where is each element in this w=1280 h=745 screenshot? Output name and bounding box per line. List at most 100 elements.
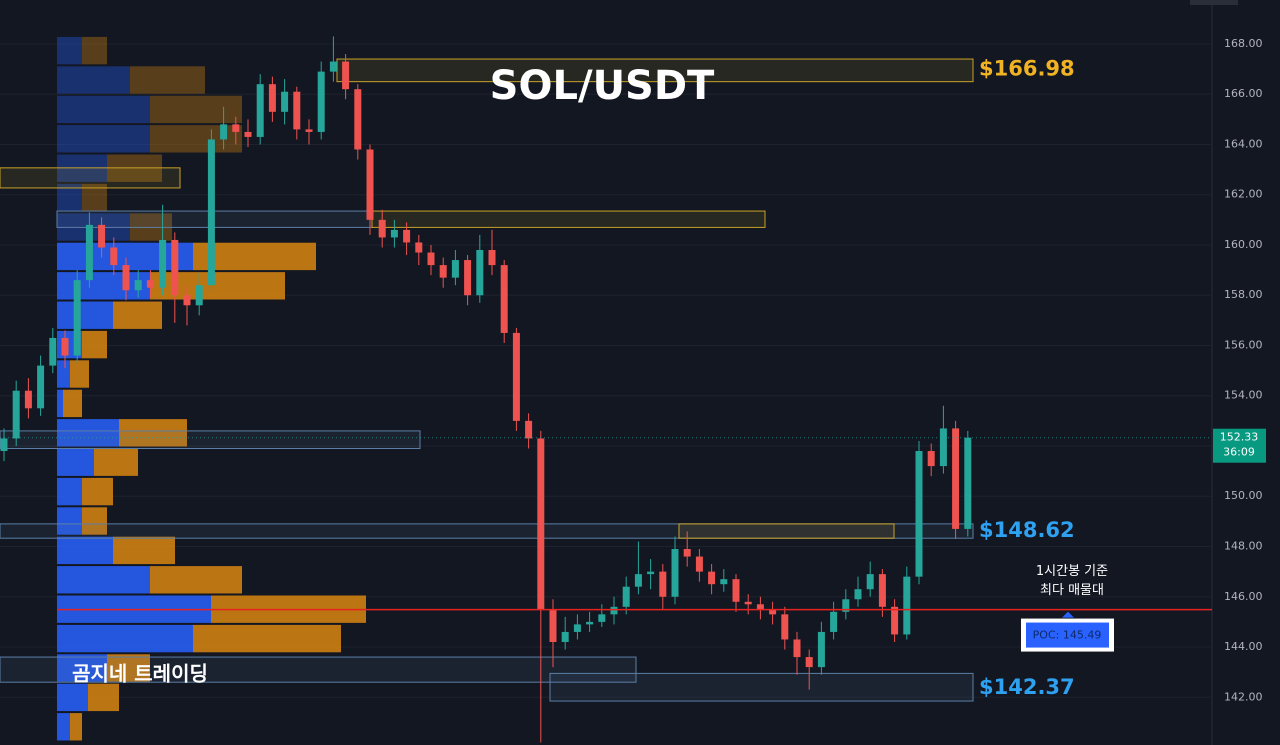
- profile-buy: [57, 683, 88, 712]
- poc-note: 최다 매물대: [1040, 583, 1104, 598]
- y-tick-label: 146.00: [1224, 590, 1263, 603]
- profile-buy: [57, 507, 82, 535]
- zone: [678, 523, 895, 539]
- profile-sell: [82, 330, 107, 359]
- zone: [0, 167, 181, 189]
- countdown-label: 36:09: [1223, 446, 1255, 459]
- candle-body: [305, 129, 313, 132]
- candle-body: [61, 337, 69, 356]
- candle-body: [220, 124, 228, 140]
- candle-body: [476, 250, 484, 296]
- candle-body: [671, 549, 679, 597]
- candle-body: [964, 437, 972, 529]
- zone: [371, 210, 766, 228]
- profile-sell: [82, 477, 113, 506]
- candle-body: [793, 639, 801, 658]
- y-tick-label: 166.00: [1224, 87, 1263, 100]
- level-label: $148.62: [979, 518, 1075, 542]
- profile-buy: [57, 713, 70, 741]
- candle-body: [98, 224, 106, 248]
- profile-sell: [63, 389, 82, 418]
- candle-body: [659, 571, 667, 597]
- candle-body: [854, 589, 862, 600]
- level-label: $166.98: [979, 57, 1075, 81]
- candle-body: [586, 621, 594, 625]
- candle-body: [781, 614, 789, 640]
- candle-body: [939, 428, 947, 467]
- candle-body: [183, 295, 191, 306]
- candle-body: [744, 601, 752, 605]
- candle-body: [378, 219, 386, 238]
- candle-body: [329, 61, 337, 72]
- candle-body: [610, 606, 618, 615]
- candle-body: [708, 571, 716, 585]
- toolbar-button[interactable]: [1190, 0, 1238, 5]
- candle-body: [720, 579, 728, 585]
- candle-body: [12, 390, 20, 439]
- candle-body: [891, 606, 899, 635]
- candle-body: [927, 451, 935, 467]
- profile-sell: [119, 419, 187, 447]
- profile-buy: [57, 654, 107, 682]
- profile-buy: [57, 389, 63, 418]
- profile-sell: [88, 683, 119, 712]
- profile-buy: [57, 360, 70, 388]
- y-tick-label: 162.00: [1224, 188, 1263, 201]
- candle-body: [390, 229, 398, 238]
- candle-body: [622, 586, 630, 607]
- candle-body: [439, 265, 447, 278]
- profile-buy: [57, 36, 82, 65]
- candle-body: [415, 242, 423, 253]
- candle-body: [817, 631, 825, 668]
- candle-body: [573, 624, 581, 632]
- profile-sell: [107, 654, 150, 682]
- candle-body: [537, 438, 545, 610]
- y-tick-label: 154.00: [1224, 389, 1263, 402]
- profile-sell: [193, 624, 341, 653]
- profile-sell: [82, 507, 107, 535]
- candle-body: [134, 280, 142, 291]
- last-price-label: 152.33: [1220, 431, 1259, 444]
- candle-body: [244, 131, 252, 137]
- candle-body: [647, 571, 655, 575]
- y-tick-label: 158.00: [1224, 288, 1263, 301]
- candle-body: [512, 332, 520, 421]
- poc-label: POC: 145.49: [1033, 629, 1102, 642]
- profile-sell: [70, 713, 82, 741]
- candle-body: [232, 124, 240, 132]
- candle-body: [500, 265, 508, 333]
- y-tick-label: 144.00: [1224, 640, 1263, 653]
- y-tick-label: 160.00: [1224, 238, 1263, 251]
- candle-body: [85, 224, 93, 281]
- candle-body: [354, 89, 362, 150]
- candle-body: [171, 239, 179, 296]
- candle-body: [695, 556, 703, 572]
- candle-body: [256, 84, 264, 137]
- poc-box: [1026, 622, 1109, 648]
- candle-body: [403, 229, 411, 243]
- zone: [0, 656, 637, 683]
- candle-body: [549, 609, 557, 642]
- candle-body: [683, 549, 691, 557]
- chart-title: SOL/USDT: [490, 63, 715, 109]
- y-tick-label: 142.00: [1224, 690, 1263, 703]
- profile-sell: [150, 272, 285, 300]
- level-label: $142.37: [979, 675, 1075, 699]
- candle-body: [366, 149, 374, 220]
- zone: [336, 58, 974, 83]
- profile-buy: [57, 95, 150, 124]
- profile-sell: [82, 183, 107, 212]
- candle-body: [866, 574, 874, 590]
- candle-body: [207, 139, 215, 286]
- y-tick-label: 156.00: [1224, 338, 1263, 351]
- profile-buy: [57, 272, 150, 300]
- candle-body: [525, 420, 533, 439]
- profile-buy: [57, 183, 82, 212]
- zone: [0, 523, 974, 539]
- candle-body: [488, 250, 496, 266]
- profile-sell: [94, 448, 138, 476]
- candle-body: [73, 280, 81, 356]
- profile-sell: [82, 36, 107, 65]
- zone: [549, 672, 974, 702]
